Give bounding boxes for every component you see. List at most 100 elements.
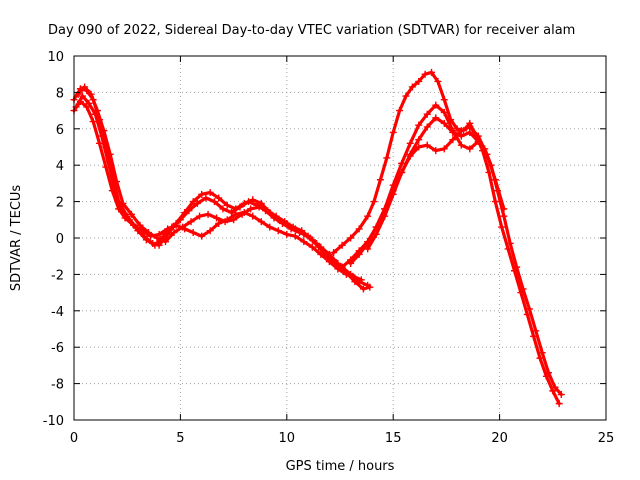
data-point [115,205,123,213]
data-point [415,136,423,144]
data-point [423,141,431,149]
data-point [106,150,114,158]
data-point [389,190,397,198]
data-point [415,143,423,151]
x-tick-label: 20 [491,431,508,446]
data-point [364,245,372,253]
data-point [415,77,423,85]
data-point [398,159,406,167]
data-point [130,221,138,229]
data-point [257,199,265,207]
data-point [198,190,206,198]
series-line [76,85,363,282]
data-point [325,258,333,266]
data-point [440,119,448,127]
data-point [359,285,367,293]
data-point [89,118,97,126]
data-point [164,225,172,233]
data-point [381,212,389,220]
data-point [432,147,440,155]
data-point [227,209,235,217]
data-point [100,127,108,135]
data-point [396,107,404,115]
data-point [85,99,93,107]
data-point [193,199,201,207]
data-point [434,77,442,85]
y-tick-label: -10 [43,414,64,429]
data-point [283,230,291,238]
data-point [440,108,448,116]
series-line [340,103,563,397]
data-point [415,121,423,129]
data-point [406,150,414,158]
data-point [483,150,491,158]
data-point [440,96,448,104]
data-point [83,103,91,111]
y-tick-label: -2 [51,268,64,283]
data-point [189,229,197,237]
data-point [545,369,553,377]
data-point [176,216,184,224]
data-point [423,123,431,131]
data-point [159,232,167,240]
data-point [474,138,482,146]
data-point [119,199,127,207]
data-point [406,139,414,147]
data-point [449,136,457,144]
y-tick-label: 4 [56,159,64,174]
data-point [549,387,557,395]
data-point [255,203,263,211]
data-point [423,110,431,118]
series-line [366,116,489,251]
data-point [247,205,255,213]
y-tick-label: 6 [56,123,64,138]
data-point [142,236,150,244]
data-point [372,230,380,238]
data-point [185,207,193,215]
data-point [213,214,221,222]
data-point [274,227,282,235]
x-tick-label: 25 [598,431,615,446]
data-point [342,270,350,278]
data-point [223,216,231,224]
data-point [519,285,527,293]
data-point [249,212,257,220]
data-point [74,90,82,98]
data-point [491,176,499,184]
y-axis-label: SDTVAR / TECUs [9,185,24,292]
data-point [189,198,197,206]
data-point [196,212,204,220]
data-point [240,209,248,217]
data-point [428,68,436,76]
data-point [315,243,323,251]
data-point [151,241,159,249]
data-point [266,223,274,231]
data-point [298,227,306,235]
data-point [87,90,95,98]
series-line [72,99,357,280]
data-point [102,163,110,171]
data-point [557,391,565,399]
data-point [162,238,170,246]
data-point [215,219,223,227]
y-tick-label: -8 [51,378,64,393]
data-point [204,210,212,218]
data-point [93,107,101,115]
data-point [351,274,359,282]
x-axis-label: GPS time / hours [286,459,395,474]
data-point [364,212,372,220]
data-point [210,198,218,206]
data-point [432,114,440,122]
data-point [453,125,461,133]
data-point [257,218,265,226]
x-tick-label: 15 [385,431,402,446]
y-tick-label: 0 [56,232,64,247]
series-track-4 [70,98,359,282]
data-point [187,218,195,226]
y-tick-label: 8 [56,86,64,101]
data-point [355,250,363,258]
data-point [206,227,214,235]
data-point [236,203,244,211]
data-point [317,250,325,258]
